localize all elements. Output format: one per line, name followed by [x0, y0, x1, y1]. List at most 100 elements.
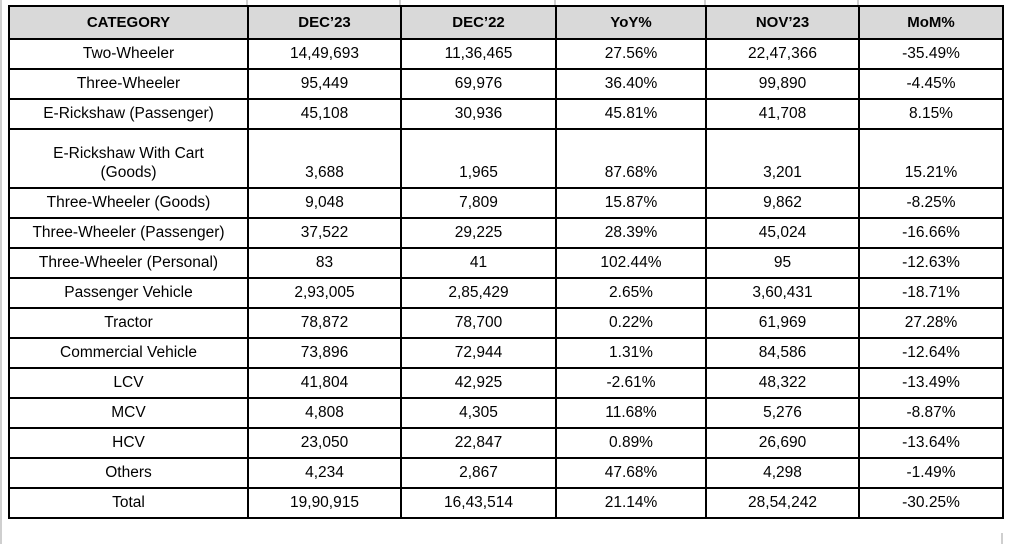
value-cell: 2,93,005 [247, 277, 402, 309]
value-cell: 7,809 [400, 187, 557, 219]
table-row: Two-Wheeler 14,49,693 11,36,465 27.56% 22,47… [8, 38, 1004, 70]
category-cell: Three-Wheeler (Personal) [8, 247, 249, 279]
value-cell: -12.63% [858, 247, 1004, 279]
column-header-yoy: YoY% [555, 5, 707, 40]
value-cell: 45.81% [555, 98, 707, 130]
gridline [0, 0, 2, 544]
value-cell: 0.89% [555, 427, 707, 459]
value-cell: 30,936 [400, 98, 557, 130]
category-cell: Passenger Vehicle [8, 277, 249, 309]
table-body: Two-Wheeler 14,49,693 11,36,465 27.56% 22,47… [8, 38, 1004, 519]
table-row: Passenger Vehicle 2,93,005 2,85,429 2.65% 3,… [8, 277, 1004, 309]
value-cell: 42,925 [400, 367, 557, 399]
vehicle-registration-table: CATEGORY DEC’23 DEC’22 YoY% NOV’23 MoM% … [8, 5, 1004, 519]
value-cell: 45,108 [247, 98, 402, 130]
table-row: Others 4,234 2,867 47.68% 4,298 -1.49% [8, 457, 1004, 489]
category-cell: Others [8, 457, 249, 489]
table-row: Commercial Vehicle 73,896 72,944 1.31% 84,58… [8, 337, 1004, 369]
value-cell: 16,43,514 [400, 487, 557, 519]
value-cell: 73,896 [247, 337, 402, 369]
value-cell: 72,944 [400, 337, 557, 369]
value-cell: 45,024 [705, 217, 860, 249]
value-cell: 14,49,693 [247, 38, 402, 70]
table-row: Three-Wheeler 95,449 69,976 36.40% 99,890 -4.… [8, 68, 1004, 100]
table-row: MCV 4,808 4,305 11.68% 5,276 -8.87% [8, 397, 1004, 429]
column-header-category: CATEGORY [8, 5, 249, 40]
category-cell: LCV [8, 367, 249, 399]
value-cell: -13.64% [858, 427, 1004, 459]
value-cell: 29,225 [400, 217, 557, 249]
value-cell: 22,47,366 [705, 38, 860, 70]
value-cell: 3,688 [247, 128, 402, 189]
table-row: HCV 23,050 22,847 0.89% 26,690 -13.64% [8, 427, 1004, 459]
column-header-dec22: DEC’22 [400, 5, 557, 40]
value-cell: 2.65% [555, 277, 707, 309]
value-cell: -18.71% [858, 277, 1004, 309]
value-cell: 2,85,429 [400, 277, 557, 309]
table-row: Three-Wheeler (Goods) 9,048 7,809 15.87% 9,8… [8, 187, 1004, 219]
column-header-mom: MoM% [858, 5, 1004, 40]
column-header-dec23: DEC’23 [247, 5, 402, 40]
value-cell: -13.49% [858, 367, 1004, 399]
value-cell: 99,890 [705, 68, 860, 100]
value-cell: 83 [247, 247, 402, 279]
value-cell: 48,322 [705, 367, 860, 399]
category-cell: HCV [8, 427, 249, 459]
table-row: Total 19,90,915 16,43,514 21.14% 28,54,242 -3… [8, 487, 1004, 519]
table-row: Three-Wheeler (Personal) 83 41 102.44% 95 -12… [8, 247, 1004, 279]
value-cell: 11.68% [555, 397, 707, 429]
value-cell: 28,54,242 [705, 487, 860, 519]
value-cell: 5,276 [705, 397, 860, 429]
category-cell: Three-Wheeler [8, 68, 249, 100]
category-cell: Commercial Vehicle [8, 337, 249, 369]
value-cell: 23,050 [247, 427, 402, 459]
value-cell: -12.64% [858, 337, 1004, 369]
value-cell: 26,690 [705, 427, 860, 459]
category-cell: E-Rickshaw (Passenger) [8, 98, 249, 130]
category-cell: Three-Wheeler (Goods) [8, 187, 249, 219]
value-cell: 47.68% [555, 457, 707, 489]
value-cell: 41,804 [247, 367, 402, 399]
category-cell: Three-Wheeler (Passenger) [8, 217, 249, 249]
value-cell: -1.49% [858, 457, 1004, 489]
value-cell: -4.45% [858, 68, 1004, 100]
value-cell: 4,234 [247, 457, 402, 489]
value-cell: 27.56% [555, 38, 707, 70]
value-cell: 95 [705, 247, 860, 279]
gridline [1001, 533, 1003, 544]
value-cell: 15.87% [555, 187, 707, 219]
table-row: E-Rickshaw With Cart (Goods) 3,688 1,965 87… [8, 128, 1004, 189]
value-cell: -16.66% [858, 217, 1004, 249]
gridline [554, 0, 556, 5]
value-cell: 84,586 [705, 337, 860, 369]
value-cell: 69,976 [400, 68, 557, 100]
gridline [246, 0, 248, 5]
value-cell: 0.22% [555, 307, 707, 339]
table-header-row: CATEGORY DEC’23 DEC’22 YoY% NOV’23 MoM% [8, 5, 1004, 40]
value-cell: 41,708 [705, 98, 860, 130]
table-row: Three-Wheeler (Passenger) 37,522 29,225 28.… [8, 217, 1004, 249]
gridline [704, 0, 706, 5]
value-cell: -2.61% [555, 367, 707, 399]
value-cell: 9,862 [705, 187, 860, 219]
value-cell: 102.44% [555, 247, 707, 279]
value-cell: 87.68% [555, 128, 707, 189]
value-cell: -35.49% [858, 38, 1004, 70]
value-cell: 28.39% [555, 217, 707, 249]
value-cell: 78,872 [247, 307, 402, 339]
table-row: LCV 41,804 42,925 -2.61% 48,322 -13.49% [8, 367, 1004, 399]
value-cell: 15.21% [858, 128, 1004, 189]
value-cell: 37,522 [247, 217, 402, 249]
value-cell: 1,965 [400, 128, 557, 189]
value-cell: 36.40% [555, 68, 707, 100]
value-cell: 4,808 [247, 397, 402, 429]
value-cell: 61,969 [705, 307, 860, 339]
gridline [399, 0, 401, 5]
category-cell: Total [8, 487, 249, 519]
value-cell: 3,60,431 [705, 277, 860, 309]
value-cell: 4,298 [705, 457, 860, 489]
value-cell: 11,36,465 [400, 38, 557, 70]
gridline [857, 0, 859, 5]
value-cell: -8.87% [858, 397, 1004, 429]
value-cell: 78,700 [400, 307, 557, 339]
